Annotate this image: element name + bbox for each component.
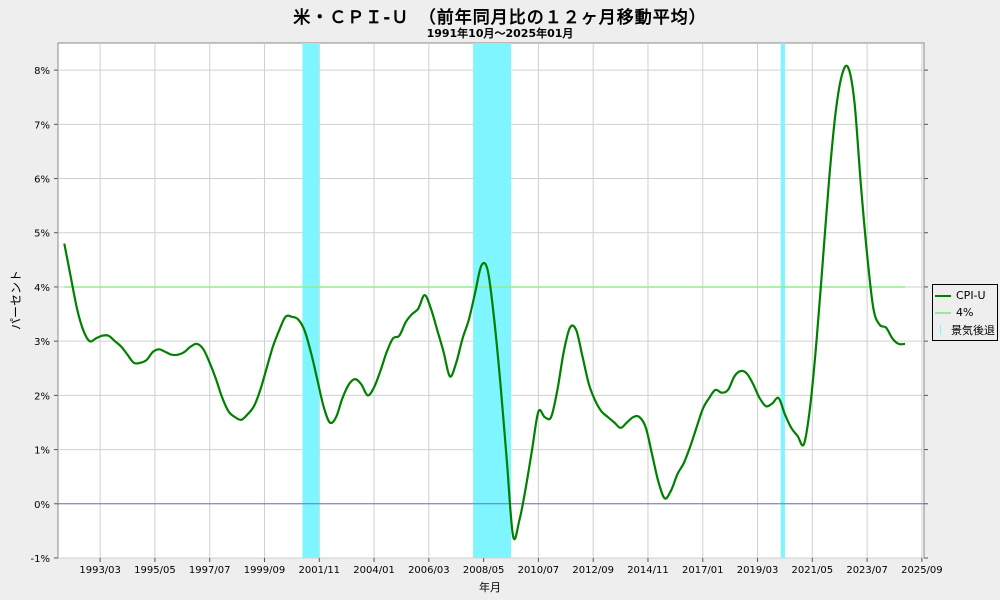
x-tick-label: 2001/11 xyxy=(299,565,341,576)
x-tick-label: 1999/09 xyxy=(244,565,286,576)
recession-band xyxy=(302,43,320,558)
legend-label-recession: 景気後退 xyxy=(951,323,995,337)
x-tick-label: 2021/05 xyxy=(792,565,834,576)
x-tick-label: 2006/03 xyxy=(408,565,450,576)
y-axis-label: パーセント xyxy=(9,270,23,330)
x-tick-label: 1993/03 xyxy=(79,565,121,576)
y-tick-label: 3% xyxy=(34,337,50,348)
chart-title: 米・ＣＰＩ-Ｕ （前年同月比の１２ヶ月移動平均） xyxy=(293,8,707,28)
x-tick-label: 1997/07 xyxy=(189,565,231,576)
y-tick-label: 4% xyxy=(34,283,50,294)
legend-swatch-4pct xyxy=(935,311,951,314)
x-axis: 1993/03 1995/05 1997/07 1999/09 2001/11 2004/… xyxy=(79,558,943,576)
legend: CPI-U 4% 景気後退 xyxy=(932,284,998,341)
legend-swatch-recession xyxy=(940,324,941,335)
legend-item-4pct: 4% xyxy=(935,304,995,321)
legend-item-cpi: CPI-U xyxy=(935,287,995,304)
y-tick-label: 8% xyxy=(34,66,50,77)
y-tick-label: 5% xyxy=(34,229,50,240)
y-axis: -1% 0% 1% 2% 3% 4% 5% 6% 7% 8% xyxy=(31,66,928,565)
recession-band xyxy=(780,43,785,558)
y-tick-label: 1% xyxy=(34,446,50,457)
x-tick-label: 2014/11 xyxy=(627,565,669,576)
legend-label-4pct: 4% xyxy=(956,306,974,319)
x-tick-label: 2008/05 xyxy=(463,565,505,576)
series-lines xyxy=(58,64,924,541)
x-tick-label: 2010/07 xyxy=(518,565,560,576)
x-tick-label: 2023/07 xyxy=(846,565,888,576)
x-tick-label: 2017/01 xyxy=(682,565,724,576)
x-tick-label: 1995/05 xyxy=(134,565,176,576)
x-tick-label: 2012/09 xyxy=(572,565,614,576)
y-tick-label: 0% xyxy=(34,500,50,511)
series-line-cpi-u xyxy=(63,64,906,541)
x-tick-label: 2004/01 xyxy=(353,565,395,576)
x-tick-label: 2019/03 xyxy=(737,565,779,576)
x-axis-label: 年月 xyxy=(479,580,501,594)
y-tick-label: -1% xyxy=(31,554,50,565)
y-tick-label: 2% xyxy=(34,391,50,402)
x-tick-label: 2025/09 xyxy=(901,565,943,576)
y-tick-label: 6% xyxy=(34,175,50,186)
legend-swatch-cpi xyxy=(935,294,951,297)
legend-label-cpi: CPI-U xyxy=(956,289,986,302)
chart-subtitle: 1991年10月～2025年01月 xyxy=(426,27,574,40)
legend-item-recession: 景気後退 xyxy=(935,321,995,338)
y-tick-label: 7% xyxy=(34,120,50,131)
